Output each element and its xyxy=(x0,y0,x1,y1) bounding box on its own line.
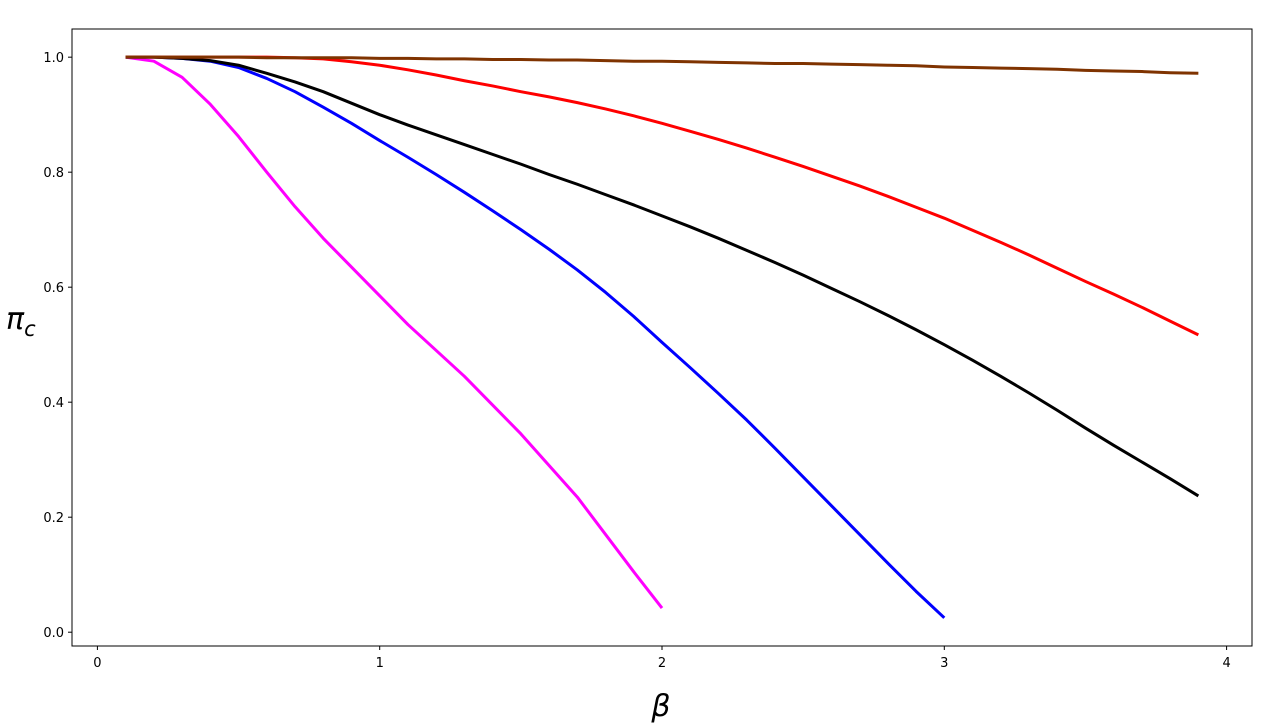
y-tick-label: 0.4 xyxy=(43,396,64,411)
line-series xyxy=(125,55,946,619)
x-tick-label: 2 xyxy=(658,656,666,671)
y-axis-label: πc xyxy=(6,302,36,341)
x-tick-label: 1 xyxy=(376,656,384,671)
line-series xyxy=(125,55,1199,75)
y-tick-label: 0.0 xyxy=(43,626,64,641)
line-series xyxy=(125,55,664,609)
line-series xyxy=(125,55,1200,498)
y-tick-label: 0.2 xyxy=(43,511,64,526)
plot-frame xyxy=(71,28,1253,647)
y-tick-label: 0.6 xyxy=(43,281,64,296)
y-tick-label: 0.8 xyxy=(43,166,64,181)
x-tick-label: 4 xyxy=(1222,656,1230,671)
x-axis-label: β xyxy=(650,689,670,724)
x-tick-label: 3 xyxy=(940,656,948,671)
y-tick-label: 1.0 xyxy=(43,51,64,66)
x-tick-label: 0 xyxy=(93,656,101,671)
y-axis-label-main: π xyxy=(6,302,25,337)
y-axis-label-subscript: c xyxy=(24,317,36,341)
